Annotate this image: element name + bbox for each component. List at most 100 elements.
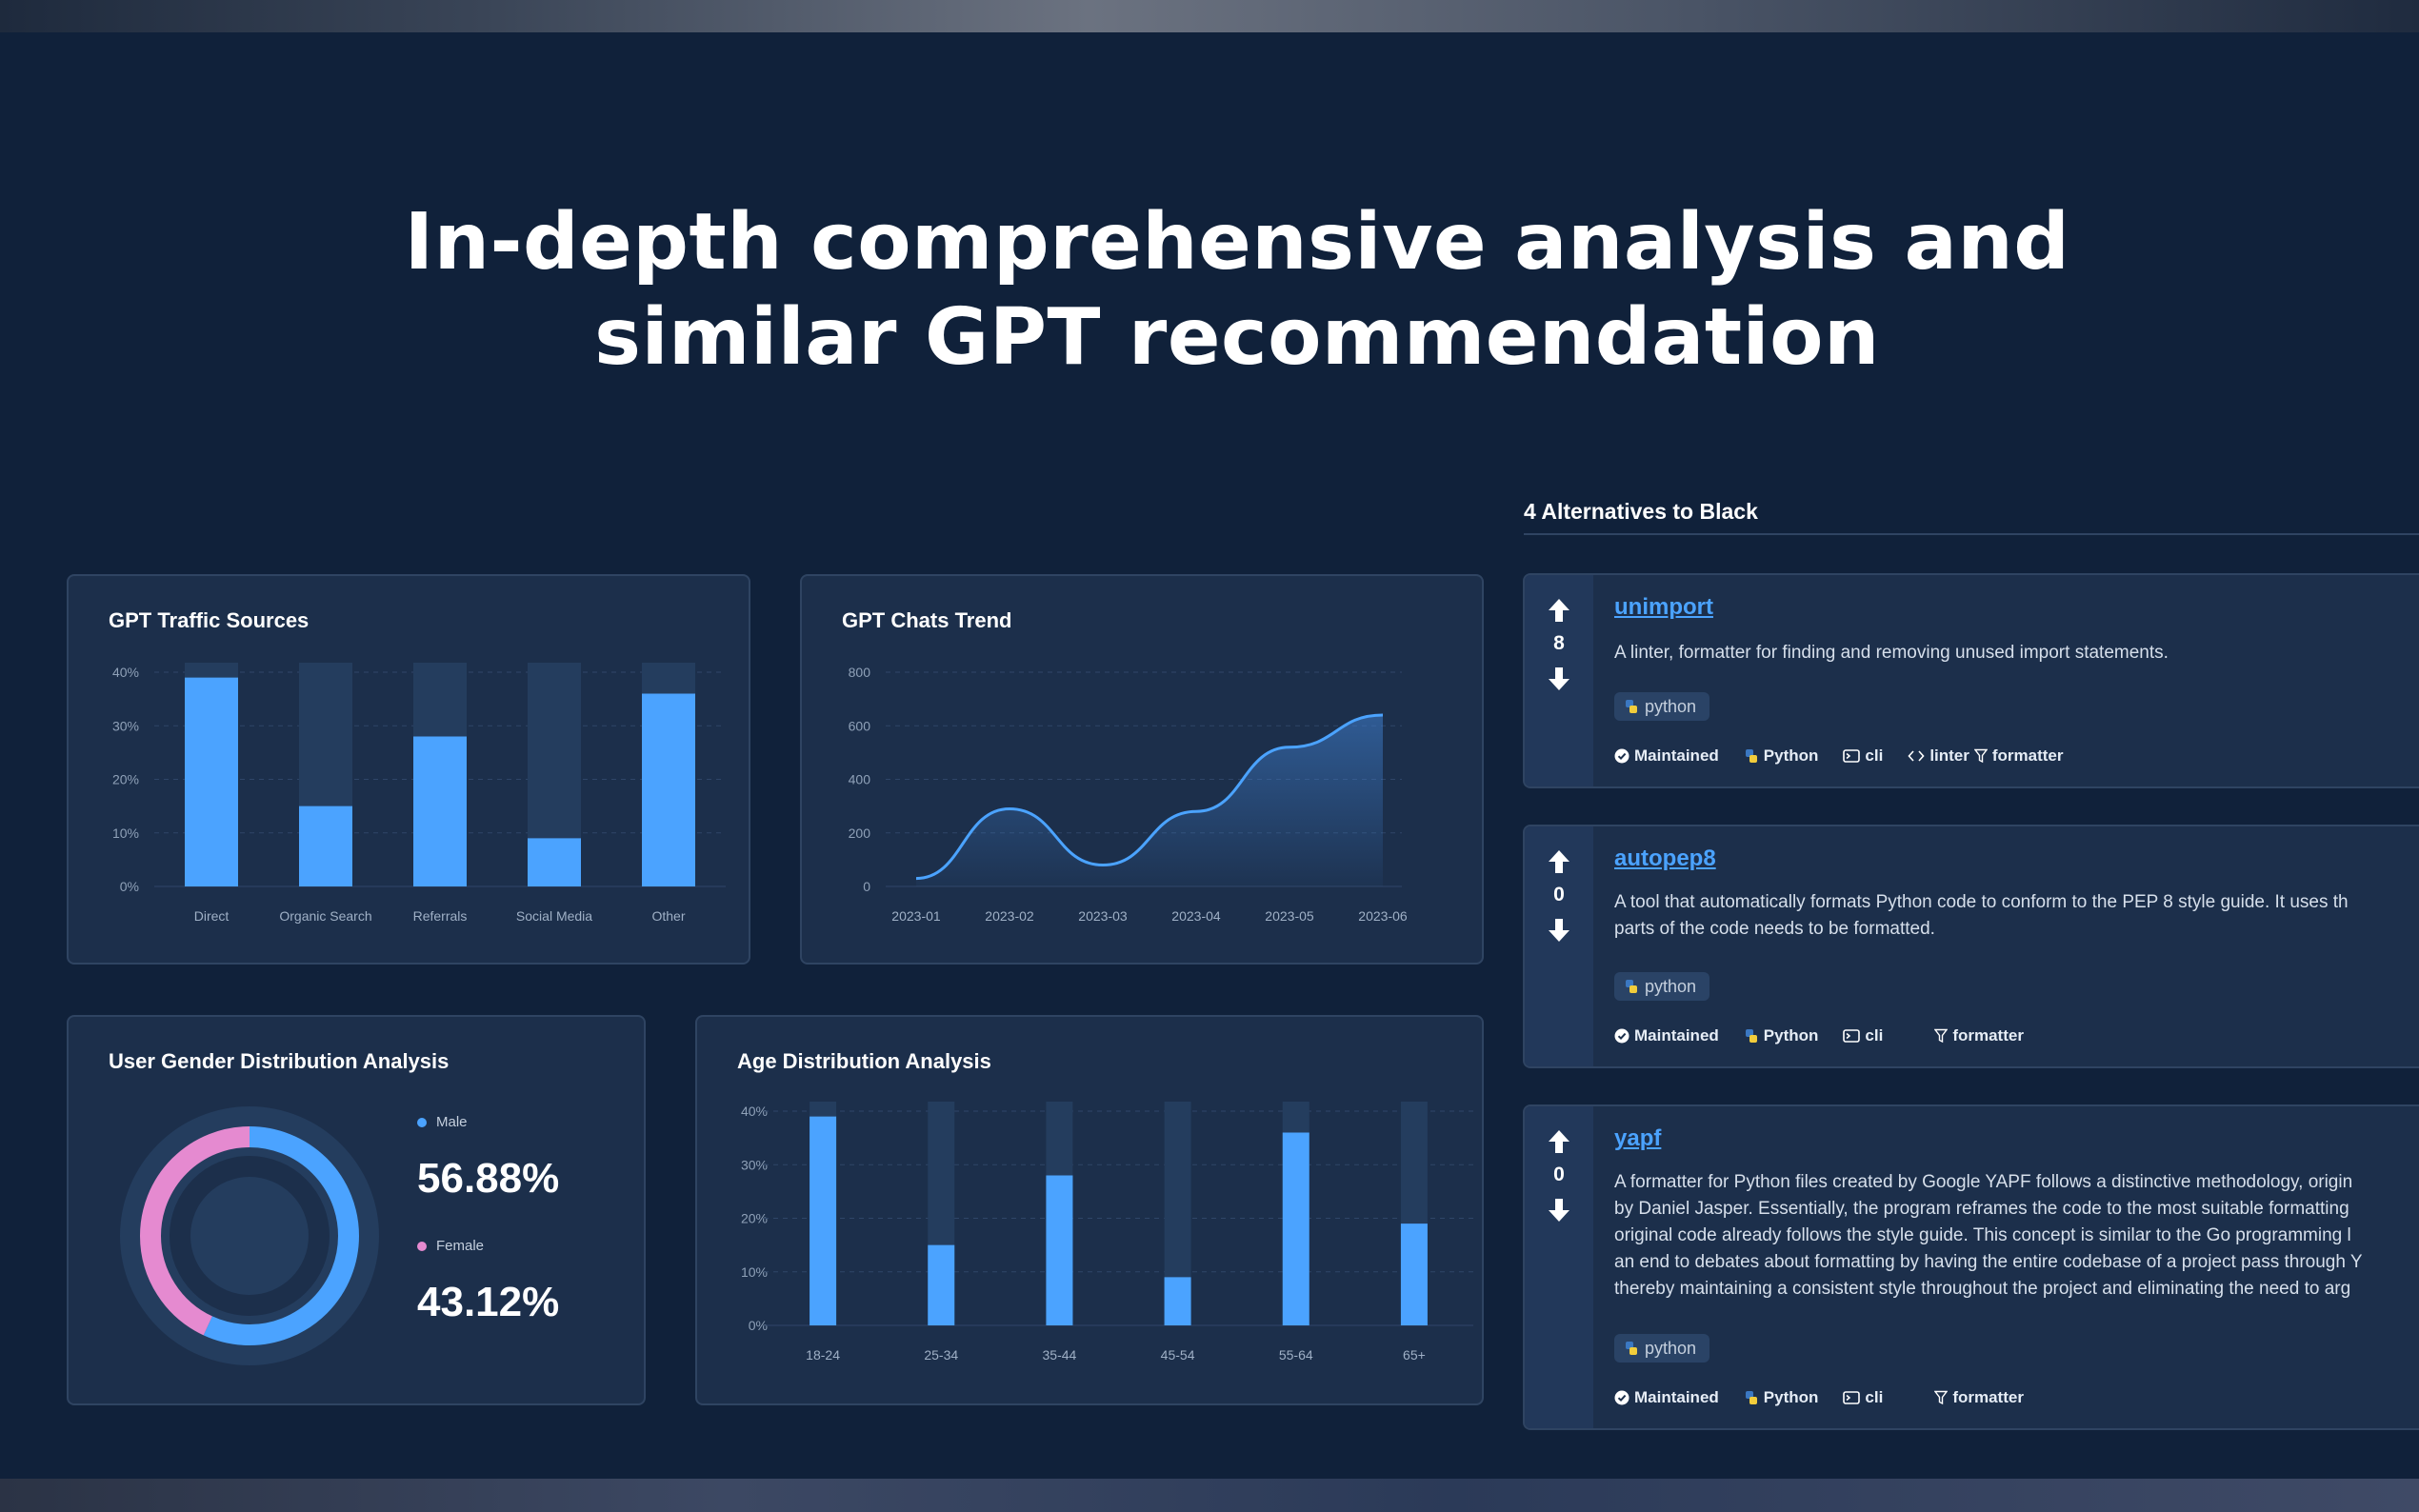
legend-female-label: Female	[436, 1238, 485, 1254]
downvote-icon[interactable]	[1544, 916, 1574, 945]
python-logo-icon	[1744, 1028, 1759, 1044]
alternative-name-link[interactable]: autopep8	[1614, 846, 1716, 871]
meta-row: Maintained Python cli formatter	[1614, 1388, 2024, 1407]
bar-65+	[1400, 1224, 1428, 1325]
meta-row: Maintained Python cli formatter	[1614, 1026, 2024, 1045]
y-tick-label: 30%	[741, 1157, 768, 1172]
downvote-icon[interactable]	[1544, 1196, 1574, 1224]
meta-maintained-label: Maintained	[1634, 1026, 1719, 1044]
vote-column: 0	[1525, 826, 1593, 1066]
description-line: thereby maintaining a consistent style t…	[1614, 1279, 2351, 1299]
x-tick-label: 25-34	[924, 1347, 958, 1363]
description-line: by Daniel Jasper. Essentially, the progr…	[1614, 1199, 2349, 1219]
x-tick-label: 2023-05	[1265, 908, 1314, 924]
bar-direct	[185, 677, 238, 886]
python-logo-icon	[1624, 1341, 1639, 1356]
alternative-name-link[interactable]: unimport	[1614, 594, 1713, 620]
meta-formatter-label: formatter	[1952, 1026, 2024, 1044]
alternative-name-link[interactable]: yapf	[1614, 1125, 1662, 1151]
meta-language-label: Python	[1763, 1026, 1819, 1044]
y-tick-label: 0	[863, 879, 870, 894]
x-tick-label: Referrals	[413, 908, 468, 924]
meta-maintained-label: Maintained	[1634, 746, 1719, 765]
alternatives-divider	[1524, 533, 2419, 535]
area-fill	[916, 715, 1383, 886]
meta-tags: formatter	[1934, 1026, 2024, 1045]
meta-formatter-label: formatter	[1991, 746, 2064, 765]
description-line: original code already follows the style …	[1614, 1225, 2351, 1245]
bar-55-64	[1282, 1132, 1309, 1325]
x-tick-label: 2023-04	[1171, 908, 1221, 924]
code-icon	[1908, 749, 1925, 763]
female-percentage: 43.12%	[417, 1279, 560, 1325]
y-tick-label: 600	[849, 718, 871, 733]
meta-cli: cli	[1843, 1388, 1883, 1407]
x-tick-label: Organic Search	[279, 908, 371, 924]
meta-formatter-label: formatter	[1952, 1388, 2024, 1406]
alternative-card-unimport: 8 unimport A linter, formatter for findi…	[1523, 573, 2419, 788]
meta-cli-label: cli	[1865, 1026, 1884, 1044]
bar-18-24	[810, 1116, 837, 1325]
hero-title-line-2: similar GPT recommendation	[594, 292, 1880, 383]
language-tag-label: python	[1645, 696, 1697, 716]
meta-language-label: Python	[1763, 746, 1819, 765]
gender-title: User Gender Distribution Analysis	[109, 1049, 450, 1073]
x-tick-label: 55-64	[1279, 1347, 1313, 1363]
language-tag[interactable]: python	[1614, 692, 1710, 721]
python-logo-icon	[1744, 748, 1759, 764]
meta-language: Python	[1744, 1388, 1819, 1407]
meta-cli-label: cli	[1865, 746, 1884, 765]
vote-column: 8	[1525, 575, 1593, 786]
description-line: A linter, formatter for finding and remo…	[1614, 643, 2169, 663]
upvote-icon[interactable]	[1544, 847, 1574, 876]
x-tick-label: 2023-06	[1358, 908, 1408, 924]
alternative-description: A tool that automatically formats Python…	[1614, 889, 2419, 943]
bar-45-54	[1164, 1277, 1191, 1325]
python-logo-icon	[1624, 699, 1639, 714]
meta-maintained: Maintained	[1614, 1388, 1719, 1407]
bar-referrals	[413, 736, 467, 886]
description-line: A formatter for Python files created by …	[1614, 1172, 2353, 1192]
language-tag[interactable]: python	[1614, 972, 1710, 1001]
description-line: A tool that automatically formats Python…	[1614, 892, 2349, 912]
meta-language: Python	[1744, 746, 1819, 766]
meta-cli: cli	[1843, 746, 1883, 766]
downvote-icon[interactable]	[1544, 665, 1574, 693]
y-tick-label: 40%	[741, 1104, 768, 1119]
language-tag-label: python	[1645, 976, 1697, 996]
meta-language-label: Python	[1763, 1388, 1819, 1406]
donut-slice-female	[140, 1126, 359, 1345]
chats-trend-title: GPT Chats Trend	[842, 608, 1012, 632]
traffic-sources-card: GPT Traffic Sources 40% 30% 20% 10% 0% Direct…	[67, 574, 750, 965]
alternative-description: A linter, formatter for finding and remo…	[1614, 640, 2419, 666]
hero-title: In-depth comprehensive analysis and simi…	[286, 195, 2189, 386]
meta-maintained-label: Maintained	[1634, 1388, 1719, 1406]
upvote-icon[interactable]	[1544, 1127, 1574, 1156]
meta-maintained: Maintained	[1614, 746, 1719, 766]
upvote-icon[interactable]	[1544, 596, 1574, 625]
language-tag-label: python	[1645, 1338, 1697, 1358]
male-percentage: 56.88%	[417, 1155, 560, 1202]
traffic-sources-title: GPT Traffic Sources	[109, 608, 310, 632]
y-tick-label: 400	[849, 772, 871, 787]
check-circle-icon	[1614, 1390, 1629, 1405]
y-tick-label: 30%	[112, 718, 139, 733]
terminal-icon	[1843, 749, 1861, 763]
y-tick-label: 20%	[112, 772, 139, 787]
legend-male-dot	[417, 1117, 427, 1127]
language-tag[interactable]: python	[1614, 1334, 1710, 1363]
x-tick-label: 2023-01	[891, 908, 941, 924]
hero-title-line-1: In-depth comprehensive analysis and	[404, 197, 2070, 288]
chats-trend-chart: 800 600 400 200 0 2023-01 2023-02 2023-03 2023-0…	[849, 665, 1408, 924]
terminal-icon	[1843, 1391, 1861, 1404]
meta-maintained: Maintained	[1614, 1026, 1719, 1045]
trend-line	[915, 713, 1384, 881]
vote-column: 0	[1525, 1106, 1593, 1428]
y-tick-label: 0%	[749, 1318, 768, 1333]
alternative-description: A formatter for Python files created by …	[1614, 1169, 2419, 1303]
bottom-band	[0, 1479, 2419, 1512]
funnel-icon	[1934, 1390, 1949, 1405]
y-tick-label: 20%	[741, 1211, 768, 1226]
bar-25-34	[928, 1244, 955, 1325]
vote-count: 0	[1553, 884, 1565, 905]
